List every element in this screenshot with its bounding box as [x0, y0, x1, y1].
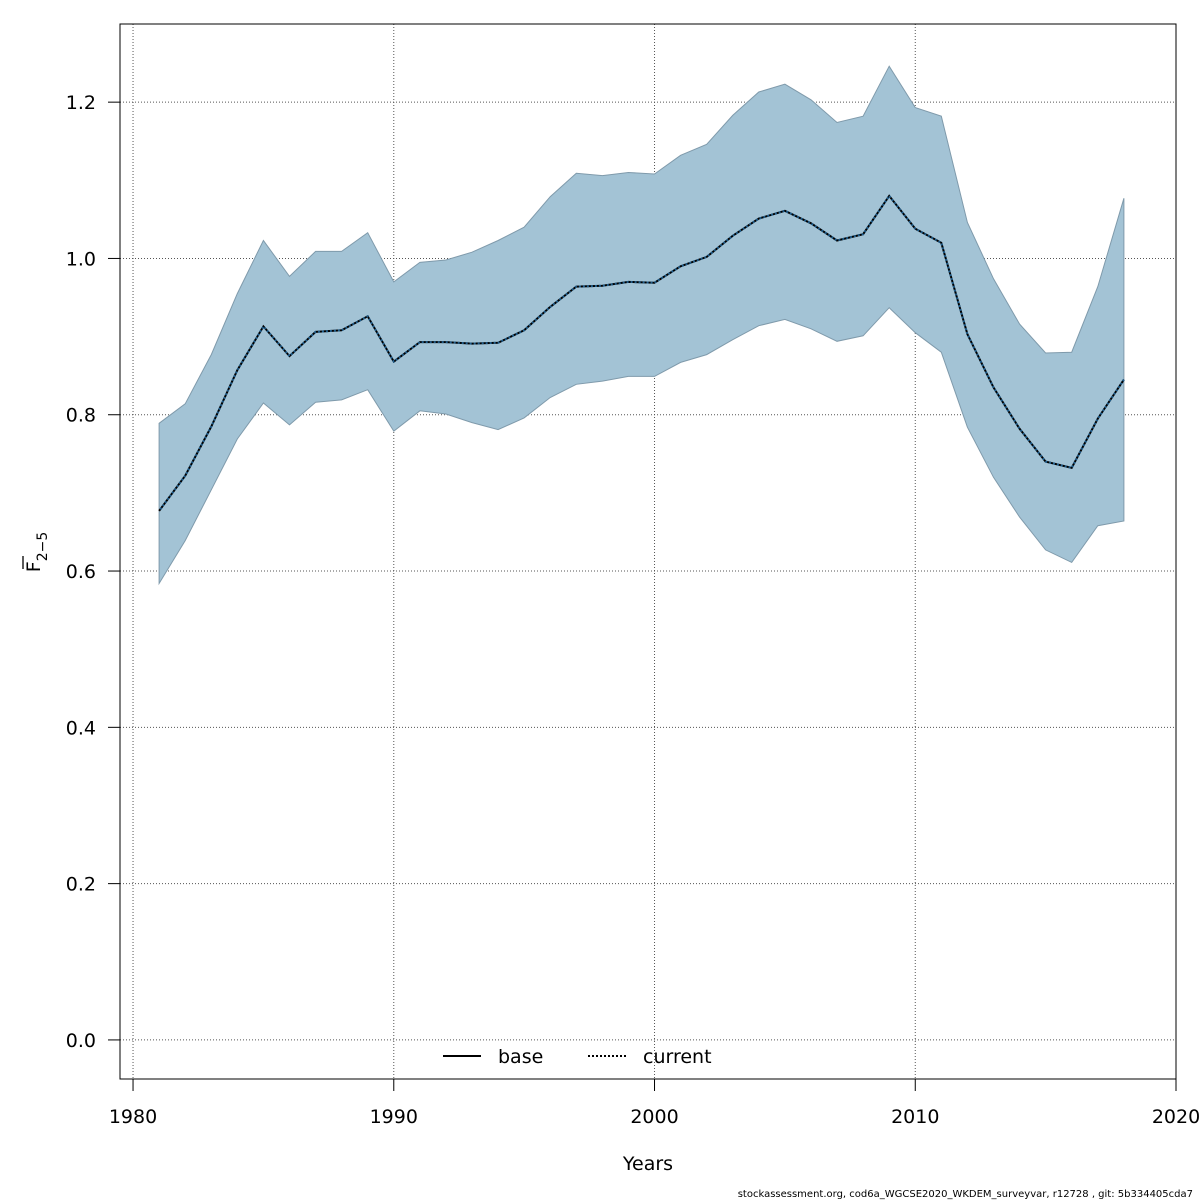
- y-tick-label: 0.4: [66, 717, 96, 739]
- x-tick-label: 1980: [109, 1106, 157, 1128]
- confidence-band-layer: [158, 65, 1125, 586]
- y-tick-label: 0.0: [66, 1030, 96, 1052]
- x-tick-label: 2010: [891, 1106, 939, 1128]
- y-axis-title-base: F: [23, 561, 45, 572]
- x-tick-label: 2000: [630, 1106, 678, 1128]
- footer-note: stockassessment.org, cod6a_WGCSE2020_WKD…: [738, 1189, 1193, 1200]
- y-tick-label: 0.8: [66, 405, 96, 427]
- y-axis-title-subscript: 2−5: [35, 532, 51, 562]
- x-tick-label: 1990: [370, 1106, 418, 1128]
- y-tick-label: 0.2: [66, 874, 96, 896]
- x-tick-label: 2020: [1152, 1106, 1200, 1128]
- legend-label-current: current: [643, 1046, 712, 1068]
- legend: base current: [443, 1046, 712, 1068]
- series-layer: [158, 194, 1125, 512]
- y-tick-label: 1.2: [66, 92, 96, 114]
- svg-text:F2−5: F2−5: [23, 532, 51, 572]
- x-axis-title: Years: [622, 1153, 673, 1175]
- y-axis: 0.0 0.2 0.4 0.6 0.8 1.0 1.2: [66, 92, 121, 1052]
- y-axis-title: F2−5: [22, 532, 51, 572]
- y-tick-label: 1.0: [66, 248, 96, 270]
- confidence-band: [158, 65, 1125, 586]
- x-axis: 1980 1990 2000 2010 2020: [109, 1078, 1200, 1128]
- y-tick-label: 0.6: [66, 561, 96, 583]
- series-line-current: [158, 194, 1125, 512]
- legend-label-base: base: [498, 1046, 543, 1068]
